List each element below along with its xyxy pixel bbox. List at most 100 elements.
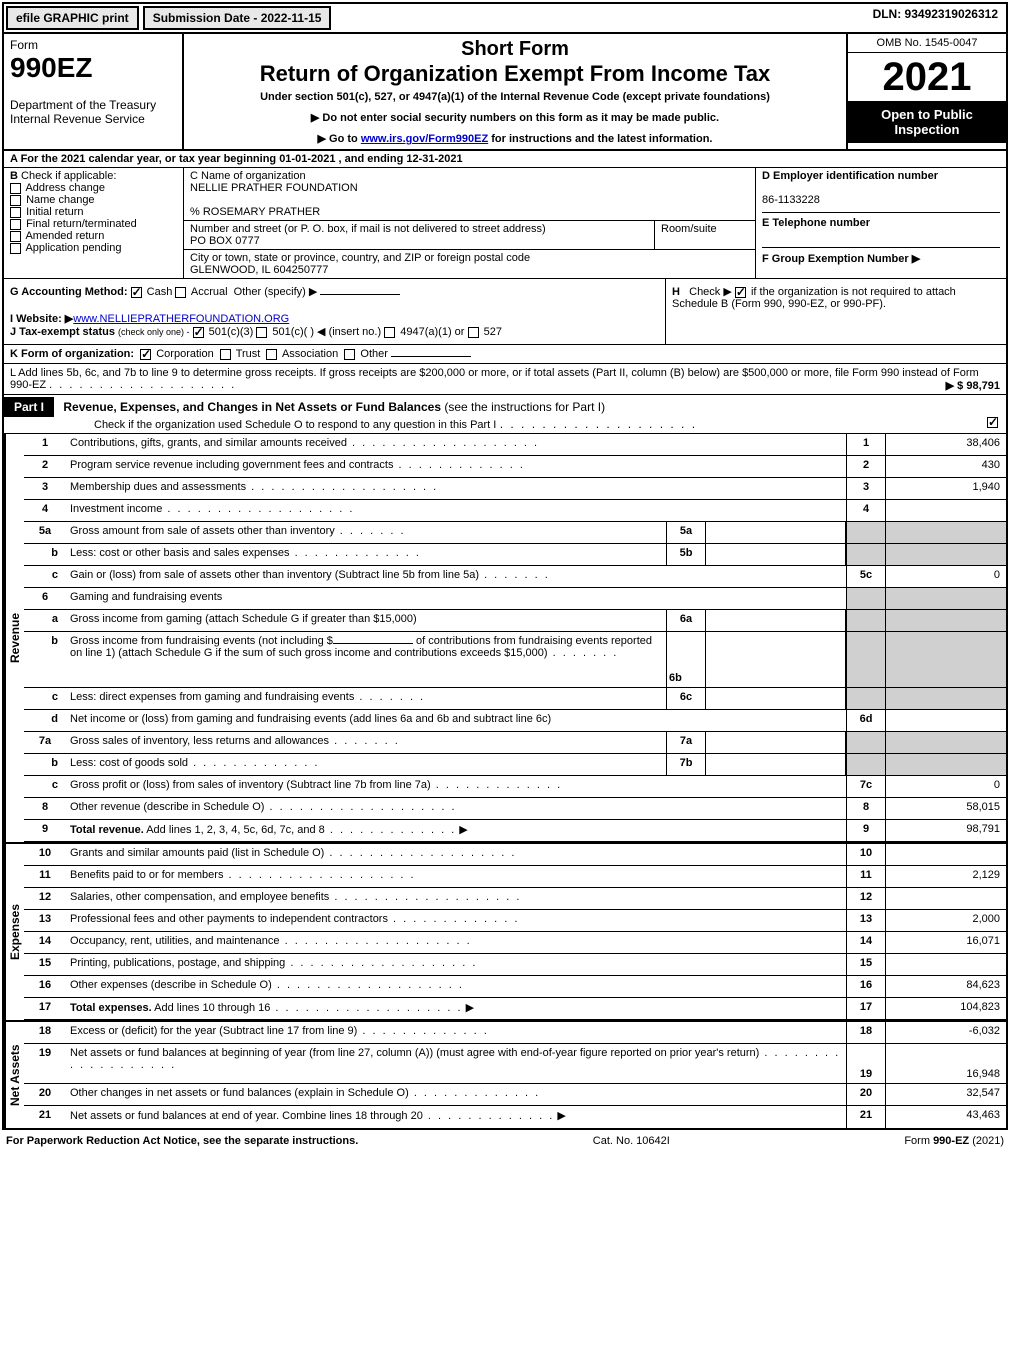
checkbox-initial-return[interactable] [10, 207, 21, 218]
line7b-value [706, 754, 846, 775]
checkbox-501c[interactable] [256, 327, 267, 338]
line8-value: 58,015 [886, 798, 1006, 819]
line7c-value: 0 [886, 776, 1006, 797]
tel-label: E Telephone number [762, 217, 870, 229]
footer-formid: Form 990-EZ (2021) [904, 1135, 1004, 1147]
footer-catno: Cat. No. 10642I [358, 1135, 904, 1147]
checkbox-application-pending[interactable] [10, 243, 21, 254]
submission-date-button[interactable]: Submission Date - 2022-11-15 [143, 6, 332, 30]
line6b-contrib-input[interactable] [333, 643, 413, 644]
ein-label: D Employer identification number [762, 170, 938, 182]
header-left: Form 990EZ Department of the Treasury In… [4, 34, 184, 149]
top-bar: efile GRAPHIC print Submission Date - 20… [4, 4, 1006, 34]
line13-value: 2,000 [886, 910, 1006, 931]
checkbox-address-change[interactable] [10, 183, 21, 194]
column-def: D Employer identification number 86-1133… [756, 168, 1006, 278]
checkbox-accrual[interactable] [175, 287, 186, 298]
header-right: OMB No. 1545-0047 2021 Open to Public In… [846, 34, 1006, 149]
checkbox-final-return[interactable] [10, 219, 21, 230]
net-assets-section: Net Assets 18Excess or (deficit) for the… [4, 1020, 1006, 1128]
instr-ssn: ▶ Do not enter social security numbers o… [188, 111, 842, 124]
care-of: % ROSEMARY PRATHER [190, 206, 320, 218]
footer-paperwork: For Paperwork Reduction Act Notice, see … [6, 1135, 358, 1147]
expenses-section: Expenses 10Grants and similar amounts pa… [4, 842, 1006, 1020]
other-org-input[interactable] [391, 356, 471, 357]
title-return: Return of Organization Exempt From Incom… [188, 61, 842, 87]
checkbox-amended[interactable] [10, 231, 21, 242]
line11-value: 2,129 [886, 866, 1006, 887]
form-label: Form [10, 38, 38, 52]
line6c-value [706, 688, 846, 709]
revenue-section: Revenue 1Contributions, gifts, grants, a… [4, 434, 1006, 842]
line15-value [886, 954, 1006, 975]
line10-value [886, 844, 1006, 865]
column-c: C Name of organization NELLIE PRATHER FO… [184, 168, 756, 278]
other-specify-input[interactable] [320, 294, 400, 295]
city-value: GLENWOOD, IL 604250777 [190, 264, 328, 276]
form-header: Form 990EZ Department of the Treasury In… [4, 34, 1006, 151]
line4-value [886, 500, 1006, 521]
efile-print-button[interactable]: efile GRAPHIC print [6, 6, 139, 30]
line12-value [886, 888, 1006, 909]
omb-number: OMB No. 1545-0047 [848, 34, 1006, 53]
checkbox-corporation[interactable] [140, 349, 151, 360]
part1-badge: Part I [4, 397, 54, 417]
line3-value: 1,940 [886, 478, 1006, 499]
checkbox-schedule-o[interactable] [987, 417, 998, 428]
section-bcdef: B Check if applicable: Address change Na… [4, 168, 1006, 279]
instr-goto: ▶ Go to www.irs.gov/Form990EZ for instru… [188, 132, 842, 145]
ein-value: 86-1133228 [762, 194, 820, 206]
line5c-value: 0 [886, 566, 1006, 587]
room-suite: Room/suite [655, 221, 755, 249]
checkbox-4947[interactable] [384, 327, 395, 338]
header-center: Short Form Return of Organization Exempt… [184, 34, 846, 149]
form-org-label: K Form of organization: [10, 348, 134, 360]
line17-value: 104,823 [886, 998, 1006, 1019]
revenue-side-label: Revenue [4, 434, 24, 842]
h-label: H [672, 286, 680, 298]
row-gh: G Accounting Method: Cash Accrual Other … [4, 279, 1006, 345]
irs-label: Internal Revenue Service [10, 112, 145, 126]
checkbox-association[interactable] [266, 349, 277, 360]
checkbox-cash[interactable] [131, 287, 142, 298]
checkbox-527[interactable] [468, 327, 479, 338]
addr-label: Number and street (or P. O. box, if mail… [190, 223, 546, 235]
line14-value: 16,071 [886, 932, 1006, 953]
page-footer: For Paperwork Reduction Act Notice, see … [0, 1132, 1010, 1150]
gross-receipts-amount: ▶ $ 98,791 [946, 379, 1000, 392]
part1-header-row: Part I Revenue, Expenses, and Changes in… [4, 395, 1006, 434]
checkbox-trust[interactable] [220, 349, 231, 360]
irs-link[interactable]: www.irs.gov/Form990EZ [361, 133, 488, 145]
title-desc: Under section 501(c), 527, or 4947(a)(1)… [188, 91, 842, 103]
website-link[interactable]: www.NELLIEPRATHERFOUNDATION.ORG [73, 313, 289, 325]
line18-value: -6,032 [886, 1022, 1006, 1043]
checkbox-501c3[interactable] [193, 327, 204, 338]
line5b-value [706, 544, 846, 565]
line6b-value [706, 632, 846, 687]
line21-value: 43,463 [886, 1106, 1006, 1128]
form-990ez: efile GRAPHIC print Submission Date - 20… [2, 2, 1008, 1130]
city-label: City or town, state or province, country… [190, 252, 530, 264]
open-public-badge: Open to Public Inspection [848, 101, 1006, 143]
part1-title: Revenue, Expenses, and Changes in Net As… [57, 400, 605, 414]
tax-year: 2021 [848, 53, 1006, 101]
netassets-side-label: Net Assets [4, 1022, 24, 1128]
row-k: K Form of organization: Corporation Trus… [4, 345, 1006, 364]
line-a-tax-year: A For the 2021 calendar year, or tax yea… [4, 151, 1006, 168]
line1-value: 38,406 [886, 434, 1006, 455]
dln-label: DLN: 93492319026312 [865, 4, 1006, 32]
line16-value: 84,623 [886, 976, 1006, 997]
line6a-value [706, 610, 846, 631]
column-b: B Check if applicable: Address change Na… [4, 168, 184, 278]
org-name-label: C Name of organization [190, 170, 306, 182]
checkbox-name-change[interactable] [10, 195, 21, 206]
line6d-value [886, 710, 1006, 731]
form-number: 990EZ [10, 52, 93, 83]
addr-value: PO BOX 0777 [190, 235, 260, 247]
line9-value: 98,791 [886, 820, 1006, 841]
line5a-value [706, 522, 846, 543]
checkbox-other-org[interactable] [344, 349, 355, 360]
checkbox-schedule-b[interactable] [735, 287, 746, 298]
line7a-value [706, 732, 846, 753]
accounting-method-label: G Accounting Method: [10, 286, 128, 298]
